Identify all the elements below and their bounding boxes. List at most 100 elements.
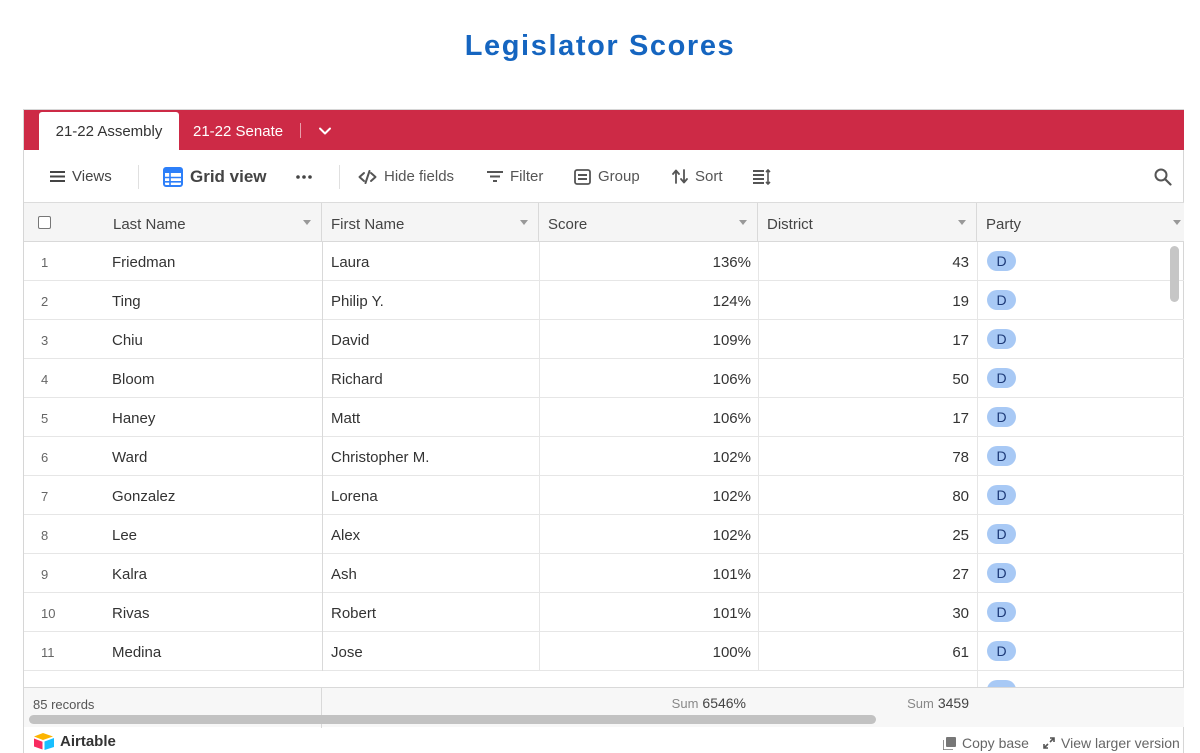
cell-party[interactable]: D: [977, 398, 1184, 437]
column-menu-caret-icon[interactable]: [520, 220, 528, 225]
cell-first-name[interactable]: Christopher M.: [322, 437, 539, 476]
cell-score[interactable]: 101%: [539, 593, 758, 632]
view-larger-link[interactable]: View larger version: [1043, 735, 1180, 751]
table-row[interactable]: 8 Lee Alex 102% 25 D: [24, 515, 1184, 554]
table-row[interactable]: 1 Friedman Laura 136% 43 D: [24, 242, 1184, 281]
cell-score[interactable]: 124%: [539, 281, 758, 320]
column-header-party[interactable]: Party: [977, 203, 1184, 242]
cell-party[interactable]: D: [977, 476, 1184, 515]
footer-divider: [321, 688, 322, 728]
column-menu-caret-icon[interactable]: [303, 220, 311, 225]
column-menu-caret-icon[interactable]: [958, 220, 966, 225]
cell-score[interactable]: 106%: [539, 398, 758, 437]
party-tag: [987, 680, 1016, 687]
table-row[interactable]: 2 Ting Philip Y. 124% 19 D: [24, 281, 1184, 320]
cell-party[interactable]: D: [977, 320, 1184, 359]
district-sum[interactable]: Sum 3459: [907, 695, 969, 711]
cell-district[interactable]: 25: [758, 515, 977, 554]
tab-21-22-assembly[interactable]: 21-22 Assembly: [39, 112, 179, 150]
cell-first-name[interactable]: Matt: [322, 398, 539, 437]
cell-district[interactable]: 80: [758, 476, 977, 515]
cell-score[interactable]: 100%: [539, 632, 758, 671]
cell-first-name[interactable]: Ash: [322, 554, 539, 593]
column-menu-caret-icon[interactable]: [1173, 220, 1181, 225]
cell-district[interactable]: 30: [758, 593, 977, 632]
vertical-scrollbar[interactable]: [1170, 246, 1179, 302]
table-row[interactable]: 5 Haney Matt 106% 17 D: [24, 398, 1184, 437]
horizontal-scrollbar[interactable]: [29, 715, 876, 724]
table-row[interactable]: 4 Bloom Richard 106% 50 D: [24, 359, 1184, 398]
cell-last-name[interactable]: Bloom: [112, 371, 155, 388]
cell-last-name[interactable]: Ward: [112, 449, 148, 466]
cell-district[interactable]: 17: [758, 398, 977, 437]
search-button[interactable]: [1154, 150, 1179, 203]
airtable-brand-link[interactable]: Airtable: [33, 732, 116, 750]
cell-last-name[interactable]: Haney: [112, 410, 156, 427]
tab-21-22-senate[interactable]: 21-22 Senate: [193, 123, 284, 140]
copy-icon: [943, 736, 956, 750]
cell-district[interactable]: 50: [758, 359, 977, 398]
cell-last-name[interactable]: Rivas: [112, 605, 150, 622]
cell-district[interactable]: 43: [758, 242, 977, 281]
cell-last-name[interactable]: Friedman: [112, 254, 176, 271]
cell-last-name[interactable]: Ting: [112, 293, 141, 310]
table-row[interactable]: 9 Kalra Ash 101% 27 D: [24, 554, 1184, 593]
column-menu-caret-icon[interactable]: [739, 220, 747, 225]
grid-view-button[interactable]: Grid view: [163, 150, 267, 203]
cell-first-name[interactable]: Alex: [322, 515, 539, 554]
cell-score[interactable]: 106%: [539, 359, 758, 398]
sort-button[interactable]: Sort: [672, 150, 723, 203]
cell-last-name[interactable]: Lee: [112, 527, 138, 544]
views-button[interactable]: Views: [50, 150, 112, 203]
group-button[interactable]: Group: [574, 150, 640, 203]
cell-party[interactable]: D: [977, 554, 1184, 593]
table-row[interactable]: 11 Medina Jose 100% 61 D: [24, 632, 1184, 671]
column-header-district[interactable]: District: [758, 203, 977, 242]
cell-score[interactable]: 102%: [539, 515, 758, 554]
cell-first-name[interactable]: Lorena: [322, 476, 539, 515]
cell-score[interactable]: 136%: [539, 242, 758, 281]
column-header-last-name[interactable]: Last Name: [104, 203, 322, 242]
table-row[interactable]: 3 Chiu David 109% 17 D: [24, 320, 1184, 359]
cell-first-name[interactable]: Robert: [322, 593, 539, 632]
cell-score[interactable]: 102%: [539, 476, 758, 515]
cell-party[interactable]: D: [977, 632, 1184, 671]
cell-district[interactable]: 17: [758, 320, 977, 359]
cell-last-name[interactable]: Kalra: [112, 566, 148, 583]
cell-party[interactable]: D: [977, 515, 1184, 554]
hide-fields-button[interactable]: Hide fields: [358, 150, 454, 203]
cell-first-name[interactable]: David: [322, 320, 539, 359]
cell-last-name[interactable]: Chiu: [112, 332, 143, 349]
cell-party[interactable]: D: [977, 281, 1184, 320]
cell-party[interactable]: D: [977, 593, 1184, 632]
cell-first-name[interactable]: Laura: [322, 242, 539, 281]
cell-district[interactable]: 78: [758, 437, 977, 476]
table-row[interactable]: 6 Ward Christopher M. 102% 78 D: [24, 437, 1184, 476]
column-header-score[interactable]: Score: [539, 203, 758, 242]
copy-base-link[interactable]: Copy base: [943, 735, 1029, 751]
cell-district[interactable]: 19: [758, 281, 977, 320]
cell-score[interactable]: 101%: [539, 554, 758, 593]
cell-party[interactable]: D: [977, 437, 1184, 476]
table-row[interactable]: 7 Gonzalez Lorena 102% 80 D: [24, 476, 1184, 515]
cell-district[interactable]: 61: [758, 632, 977, 671]
cell-first-name[interactable]: Jose: [322, 632, 539, 671]
row-height-button[interactable]: [753, 150, 778, 203]
filter-button[interactable]: Filter: [487, 150, 543, 203]
score-sum[interactable]: Sum 6546%: [672, 695, 746, 711]
chevron-down-icon[interactable]: [317, 123, 333, 139]
cell-score[interactable]: 102%: [539, 437, 758, 476]
cell-party[interactable]: D: [977, 359, 1184, 398]
cell-last-name[interactable]: Medina: [112, 644, 162, 661]
select-all-checkbox[interactable]: [38, 216, 51, 229]
cell-first-name[interactable]: Philip Y.: [322, 281, 539, 320]
cell-last-name[interactable]: Gonzalez: [112, 488, 176, 505]
table-row[interactable]: 10 Rivas Robert 101% 30 D: [24, 593, 1184, 632]
party-tag: D: [987, 641, 1016, 661]
view-menu-button[interactable]: [296, 150, 319, 203]
cell-district[interactable]: 27: [758, 554, 977, 593]
cell-party[interactable]: D: [977, 242, 1184, 281]
column-header-first-name[interactable]: First Name: [322, 203, 539, 242]
cell-first-name[interactable]: Richard: [322, 359, 539, 398]
cell-score[interactable]: 109%: [539, 320, 758, 359]
